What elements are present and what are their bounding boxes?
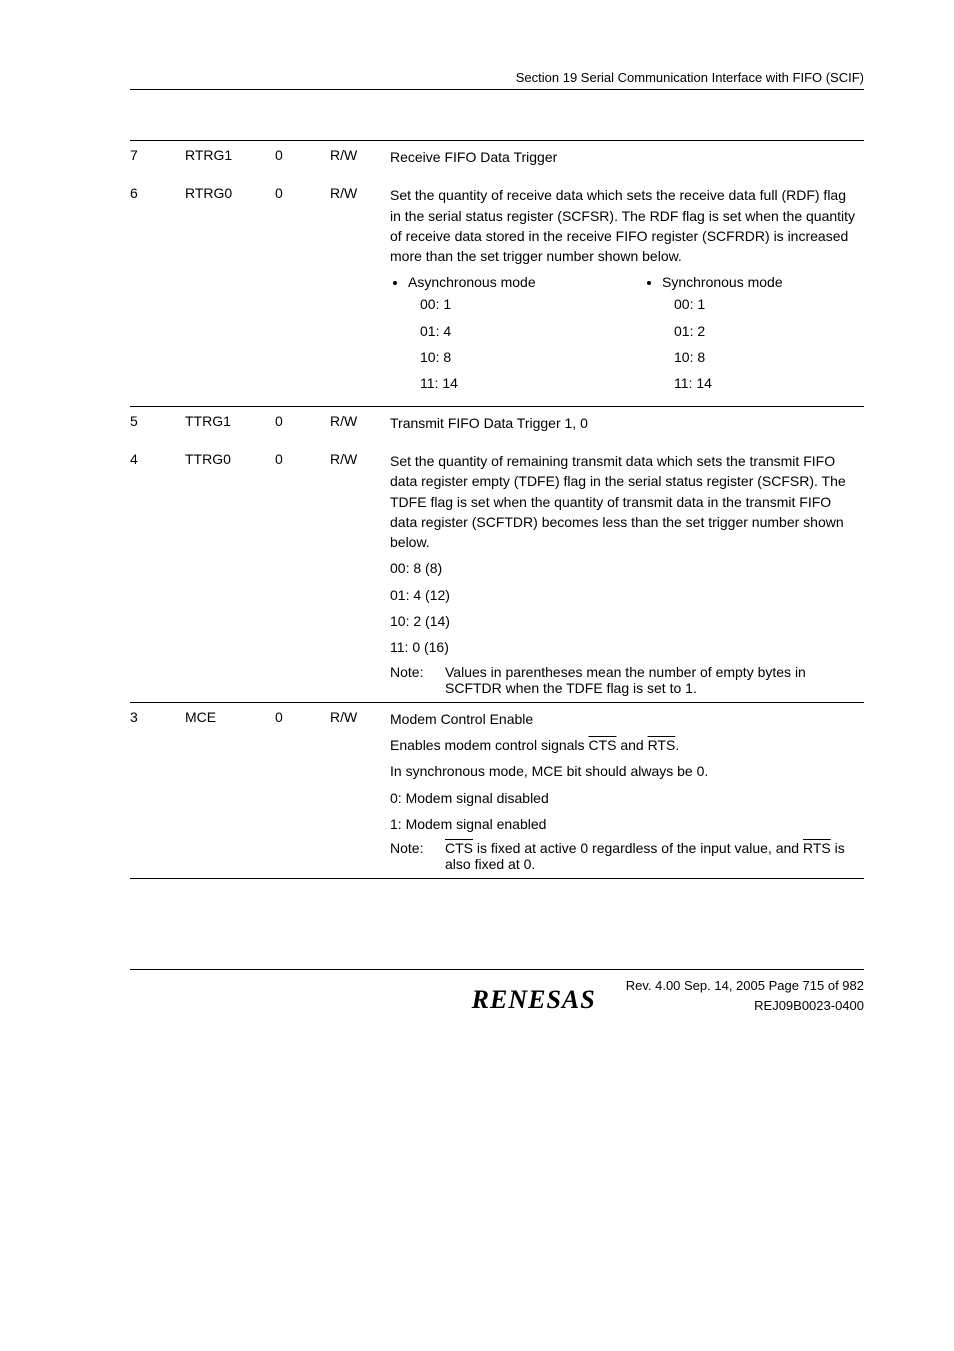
mode-value: 11: 14 (390, 373, 604, 393)
value-line: 10: 2 (14) (390, 611, 858, 631)
rw-col: R/W (330, 445, 390, 702)
mode-columns: Asynchronous mode 00: 1 01: 4 10: 8 11: … (390, 272, 858, 399)
table-row: 3 MCE 0 R/W Modem Control Enable Enables… (130, 702, 864, 878)
mode-head: Asynchronous mode (408, 274, 604, 290)
table-row: 7 RTRG1 0 R/W Receive FIFO Data Trigger (130, 141, 864, 180)
bit-col: 7 (130, 141, 185, 180)
rw-col: R/W (330, 141, 390, 180)
async-column: Asynchronous mode 00: 1 01: 4 10: 8 11: … (390, 272, 604, 399)
init-col: 0 (275, 179, 330, 406)
desc-text: Set the quantity of remaining transmit d… (390, 451, 858, 552)
note-text: Values in parentheses mean the number of… (445, 664, 858, 696)
mode-value: 10: 8 (644, 347, 858, 367)
desc-col: Set the quantity of remaining transmit d… (390, 445, 864, 702)
rw-col: R/W (330, 406, 390, 445)
value-line: 00: 8 (8) (390, 558, 858, 578)
register-table: 7 RTRG1 0 R/W Receive FIFO Data Trigger … (130, 140, 864, 879)
bit-col: 6 (130, 179, 185, 406)
init-col: 0 (275, 445, 330, 702)
desc-col: Transmit FIFO Data Trigger 1, 0 (390, 406, 864, 445)
bit-col: 5 (130, 406, 185, 445)
mode-head: Synchronous mode (662, 274, 858, 290)
section-header: Section 19 Serial Communication Interfac… (130, 70, 864, 90)
value-line: 11: 0 (16) (390, 637, 858, 657)
name-col: RTRG0 (185, 179, 275, 406)
desc-title: Modem Control Enable (390, 709, 858, 729)
desc-col: Receive FIFO Data Trigger (390, 141, 864, 180)
mce-value-line: 0: Modem signal disabled (390, 788, 858, 808)
mode-value: 01: 2 (644, 321, 858, 341)
mode-value: 01: 4 (390, 321, 604, 341)
mode-value: 11: 14 (644, 373, 858, 393)
name-col: TTRG0 (185, 445, 275, 702)
bit-col: 4 (130, 445, 185, 702)
desc-title: Transmit FIFO Data Trigger 1, 0 (390, 413, 858, 433)
init-col: 0 (275, 702, 330, 878)
name-col: TTRG1 (185, 406, 275, 445)
mce-value-line: 1: Modem signal enabled (390, 814, 858, 834)
footer-right: Rev. 4.00 Sep. 14, 2005 Page 715 of 982 … (626, 976, 864, 1015)
bit-col: 3 (130, 702, 185, 878)
desc-title: Receive FIFO Data Trigger (390, 147, 858, 167)
note-label: Note: (390, 664, 445, 696)
note-text: CTS is fixed at active 0 regardless of t… (445, 840, 858, 872)
desc-col: Modem Control Enable Enables modem contr… (390, 702, 864, 878)
rw-col: R/W (330, 179, 390, 406)
page-container: Section 19 Serial Communication Interfac… (0, 0, 954, 1055)
desc-col: Set the quantity of receive data which s… (390, 179, 864, 406)
init-col: 0 (275, 141, 330, 180)
renesas-logo: RENESAS (472, 985, 596, 1015)
mode-value: 00: 1 (644, 294, 858, 314)
page-footer: RENESAS Rev. 4.00 Sep. 14, 2005 Page 715… (130, 969, 864, 1015)
mode-value: 00: 1 (390, 294, 604, 314)
table-row: 4 TTRG0 0 R/W Set the quantity of remain… (130, 445, 864, 702)
table-bottom-rule (130, 879, 864, 880)
rev-line: Rev. 4.00 Sep. 14, 2005 Page 715 of 982 (626, 976, 864, 996)
value-line: 01: 4 (12) (390, 585, 858, 605)
mce-sync-line: In synchronous mode, MCE bit should alwa… (390, 761, 858, 781)
note-row: Note: Values in parentheses mean the num… (390, 664, 858, 696)
doc-id: REJ09B0023-0400 (626, 996, 864, 1016)
table-row: 5 TTRG1 0 R/W Transmit FIFO Data Trigger… (130, 406, 864, 445)
note-label: Note: (390, 840, 445, 872)
note-row: Note: CTS is fixed at active 0 regardles… (390, 840, 858, 872)
name-col: MCE (185, 702, 275, 878)
sync-column: Synchronous mode 00: 1 01: 2 10: 8 11: 1… (644, 272, 858, 399)
mce-enable-line: Enables modem control signals CTS and RT… (390, 735, 858, 755)
rw-col: R/W (330, 702, 390, 878)
table-row: 6 RTRG0 0 R/W Set the quantity of receiv… (130, 179, 864, 406)
init-col: 0 (275, 406, 330, 445)
name-col: RTRG1 (185, 141, 275, 180)
mode-value: 10: 8 (390, 347, 604, 367)
desc-text: Set the quantity of receive data which s… (390, 185, 858, 266)
